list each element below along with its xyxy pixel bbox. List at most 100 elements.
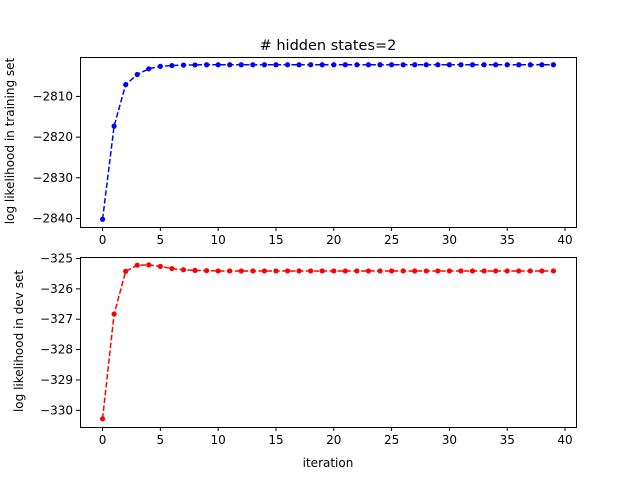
dev-y-tick-label: −327: [40, 312, 73, 326]
dev-y-tick-label: −330: [40, 403, 73, 417]
training-data-point: [388, 62, 395, 68]
dev-data-point: [157, 263, 163, 270]
dev-data-point: [169, 265, 175, 272]
dev-data-point: [215, 268, 221, 274]
training-data-point: [180, 62, 187, 68]
training-data-point: [169, 62, 175, 69]
dev-x-tick-label: 30: [442, 433, 457, 447]
training-data-point: [146, 66, 152, 72]
dev-data-point: [365, 268, 372, 274]
x-axis-label: iteration: [303, 456, 354, 470]
training-ticks: 0 5 10 15 20 25 30 35 40 −2840 −2830 −2820 −2810: [32, 89, 572, 247]
dev-data-point: [342, 268, 348, 274]
training-data-point: [238, 62, 244, 68]
training-x-tick-label: 5: [157, 233, 165, 247]
training-data-point: [296, 62, 302, 68]
training-data-point: [400, 62, 406, 68]
dev-data-point: [192, 267, 198, 273]
dev-data-point: [319, 268, 325, 274]
training-data-point: [504, 62, 510, 68]
dev-x-tick-label: 35: [500, 433, 515, 447]
training-markers: [99, 62, 557, 222]
training-data-point: [550, 62, 557, 68]
dev-data-point: [261, 268, 268, 274]
dev-x-tick-label: 0: [99, 433, 107, 447]
training-data-point: [493, 62, 499, 68]
dev-data-point: [550, 268, 557, 274]
dev-plot-frame: [80, 257, 577, 428]
training-x-tick-label: 25: [384, 233, 399, 247]
dev-data-point: [273, 268, 279, 274]
dev-x-tick-label: 20: [326, 433, 341, 447]
training-data-point: [261, 62, 268, 68]
dev-y-tick-label: −329: [40, 373, 73, 387]
training-data-point: [227, 62, 233, 68]
training-series-line: [101, 63, 554, 220]
training-data-point: [365, 62, 372, 68]
training-data-point: [412, 62, 418, 68]
training-data-point: [319, 62, 325, 68]
training-data-point: [134, 71, 140, 78]
training-y-tick-label: −2830: [32, 171, 73, 185]
dev-data-point: [227, 268, 233, 274]
dev-data-point: [423, 268, 429, 274]
dev-markers: [99, 262, 557, 422]
training-panel: # hidden states=2 log likelihood in trai…: [3, 38, 577, 247]
dev-data-point: [435, 268, 441, 274]
dev-x-tick-label: 40: [557, 433, 572, 447]
dev-data-point: [180, 267, 187, 273]
training-data-point: [446, 62, 452, 68]
training-data-point: [99, 216, 106, 222]
training-data-point: [516, 62, 522, 68]
dev-data-point: [250, 268, 256, 274]
training-data-point: [539, 62, 545, 68]
training-data-point: [469, 62, 476, 68]
dev-x-tick-label: 10: [211, 433, 226, 447]
training-data-point: [250, 62, 256, 68]
dev-data-point: [331, 268, 337, 274]
training-y-tick-label: −2810: [32, 89, 73, 103]
training-data-point: [284, 62, 291, 68]
training-x-tick-label: 15: [268, 233, 283, 247]
dev-data-point: [481, 268, 487, 274]
dev-x-tick-label: 5: [157, 433, 165, 447]
dev-panel: log likelihood in dev set iteration 0 5 10…: [12, 252, 577, 470]
dev-data-point: [296, 268, 302, 274]
dev-ticks: 0 5 10 15 20 25 30 35 40 −330 −329 −328 −327 −326 −325: [40, 252, 573, 447]
dev-data-point: [204, 268, 210, 274]
chart-title: # hidden states=2: [260, 38, 397, 54]
training-x-tick-label: 30: [442, 233, 457, 247]
training-x-tick-label: 40: [557, 233, 572, 247]
dev-data-point: [504, 268, 510, 274]
dev-data-point: [400, 268, 406, 274]
training-x-tick-label: 10: [211, 233, 226, 247]
training-data-point: [435, 62, 441, 68]
training-data-point: [527, 62, 533, 68]
dev-data-point: [354, 268, 360, 274]
training-data-point: [192, 62, 198, 68]
dev-y-tick-label: −328: [40, 343, 73, 357]
dev-data-point: [146, 262, 152, 268]
training-y-axis-label: log likelihood in training set: [3, 57, 17, 224]
training-data-point: [273, 62, 279, 68]
training-data-point: [377, 62, 383, 68]
dev-x-tick-label: 15: [268, 433, 283, 447]
training-y-tick-label: −2820: [32, 130, 73, 144]
training-data-point: [204, 62, 210, 68]
dev-data-point: [446, 268, 452, 274]
dev-y-axis-label: log likelihood in dev set: [12, 270, 26, 412]
training-data-point: [458, 62, 464, 68]
dev-data-point: [388, 268, 395, 274]
training-data-point: [215, 62, 221, 68]
dev-x-tick-label: 25: [384, 433, 399, 447]
dev-data-point: [284, 268, 291, 274]
training-x-tick-label: 20: [326, 233, 341, 247]
training-data-point: [123, 82, 129, 88]
dev-data-point: [527, 268, 533, 274]
training-data-point: [157, 63, 163, 69]
dev-data-point: [539, 268, 545, 274]
training-data-point: [331, 62, 337, 68]
training-plot-frame: [80, 57, 577, 228]
